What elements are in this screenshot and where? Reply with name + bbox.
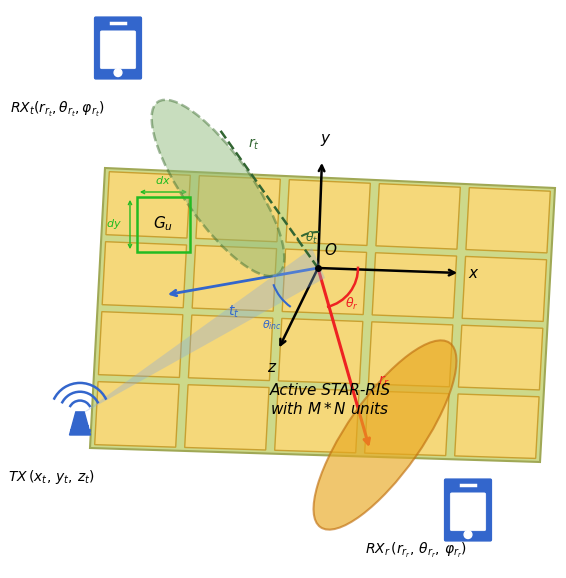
- Polygon shape: [102, 242, 187, 307]
- Polygon shape: [282, 249, 367, 314]
- Text: $\theta_r$: $\theta_r$: [345, 296, 359, 312]
- Text: $G_u$: $G_u$: [153, 214, 173, 234]
- Polygon shape: [454, 394, 539, 458]
- Text: $r_t$: $r_t$: [248, 137, 260, 153]
- Text: $t_t$: $t_t$: [228, 304, 239, 320]
- Polygon shape: [80, 248, 325, 415]
- Text: $y$: $y$: [320, 132, 332, 148]
- Ellipse shape: [314, 340, 456, 529]
- FancyBboxPatch shape: [451, 493, 486, 531]
- Polygon shape: [275, 388, 359, 453]
- Polygon shape: [188, 315, 273, 380]
- Polygon shape: [365, 391, 449, 455]
- Polygon shape: [278, 318, 363, 384]
- Text: $TX\,(x_t,\,y_t,\,z_t)$: $TX\,(x_t,\,y_t,\,z_t)$: [8, 468, 95, 486]
- Text: $\theta_t$: $\theta_t$: [305, 230, 318, 246]
- Text: $r_r$: $r_r$: [378, 374, 390, 390]
- Polygon shape: [192, 246, 277, 311]
- Text: $RX_r\,(r_{r_r},\,\theta_{r_r},\,\varphi_{r_r})$: $RX_r\,(r_{r_r},\,\theta_{r_r},\,\varphi…: [365, 541, 467, 560]
- FancyBboxPatch shape: [443, 477, 494, 543]
- Circle shape: [114, 69, 122, 76]
- Polygon shape: [95, 381, 179, 447]
- Polygon shape: [90, 168, 555, 462]
- Polygon shape: [106, 172, 190, 238]
- Polygon shape: [372, 253, 457, 318]
- Polygon shape: [98, 312, 183, 377]
- Polygon shape: [376, 184, 460, 249]
- Text: $x$: $x$: [468, 266, 479, 281]
- Ellipse shape: [152, 100, 284, 276]
- Polygon shape: [458, 325, 543, 390]
- Polygon shape: [185, 385, 269, 450]
- FancyBboxPatch shape: [100, 31, 136, 69]
- Polygon shape: [196, 176, 280, 242]
- Polygon shape: [368, 322, 453, 387]
- Text: $\theta_{inc}$: $\theta_{inc}$: [262, 318, 282, 332]
- Polygon shape: [462, 257, 547, 321]
- Text: Active STAR-RIS
with $M*N$ units: Active STAR-RIS with $M*N$ units: [269, 383, 391, 417]
- Circle shape: [464, 531, 472, 539]
- Polygon shape: [466, 188, 550, 253]
- Polygon shape: [70, 412, 91, 435]
- FancyBboxPatch shape: [92, 15, 144, 81]
- Text: $z$: $z$: [267, 360, 277, 375]
- Text: $dy$: $dy$: [106, 217, 122, 231]
- Text: $dx$: $dx$: [155, 174, 171, 186]
- Text: $RX_t(r_{r_t},\theta_{r_t},\varphi_{r_t})$: $RX_t(r_{r_t},\theta_{r_t},\varphi_{r_t}…: [10, 100, 105, 119]
- Polygon shape: [286, 180, 370, 246]
- Text: $O$: $O$: [324, 242, 337, 258]
